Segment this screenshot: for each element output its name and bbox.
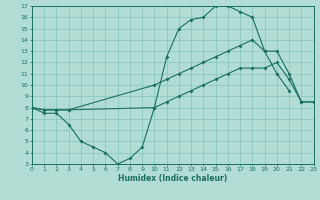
X-axis label: Humidex (Indice chaleur): Humidex (Indice chaleur) bbox=[118, 174, 228, 183]
